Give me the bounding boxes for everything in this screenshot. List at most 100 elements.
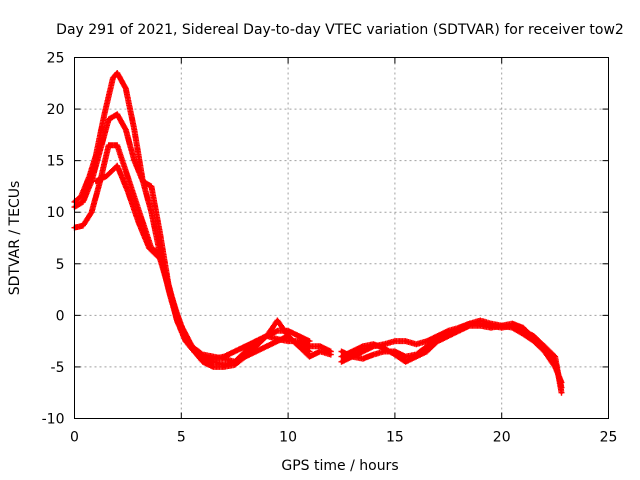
data-point [350, 350, 354, 353]
data-point [107, 117, 111, 121]
data-point [243, 350, 247, 353]
data-point [115, 112, 119, 116]
x-tick-label: 0 [70, 430, 79, 446]
y-tick-label: 20 [47, 102, 65, 118]
data-point [297, 334, 301, 338]
data-point [254, 339, 258, 343]
data-point [132, 128, 136, 132]
data-point [124, 87, 128, 90]
data-point [90, 210, 93, 214]
data-point [81, 224, 85, 228]
data-point [105, 174, 108, 178]
data-point [489, 326, 493, 330]
y-tick-label: 15 [47, 154, 65, 170]
data-point [308, 339, 311, 343]
y-tick-label: 25 [47, 51, 65, 67]
data-point [265, 334, 269, 338]
data-point [372, 353, 375, 356]
data-point [468, 322, 472, 326]
data-point [404, 355, 407, 359]
data-point [211, 355, 215, 359]
data-point [329, 353, 333, 356]
data-point [149, 185, 153, 188]
data-point [404, 360, 407, 364]
data-point [361, 357, 365, 361]
data-point [543, 350, 546, 353]
data-point [436, 339, 440, 343]
x-tick-label: 5 [177, 430, 186, 446]
data-point [308, 350, 311, 353]
x-tick-label: 25 [600, 430, 618, 446]
data-point [94, 179, 98, 183]
data-point [510, 322, 514, 326]
chart-title: Day 291 of 2021, Sidereal Day-to-day VTE… [56, 22, 624, 38]
data-point [158, 231, 162, 235]
series-track-g [338, 317, 565, 396]
y-tick-label: -5 [51, 360, 65, 376]
data-point [132, 195, 136, 199]
data-point [436, 334, 440, 338]
data-point [532, 336, 536, 340]
data-point [308, 355, 311, 359]
grid-lines [74, 57, 609, 419]
data-point [169, 293, 173, 297]
y-tick-labels: -10 -5 0 5 10 15 20 25 [42, 51, 65, 428]
data-point [543, 344, 546, 348]
data-point [254, 344, 258, 348]
data-point [147, 246, 151, 250]
data-point [425, 339, 429, 343]
data-point [243, 355, 247, 359]
data-point [553, 355, 557, 359]
data-points [71, 70, 565, 396]
data-point [308, 344, 311, 348]
data-point [318, 350, 322, 353]
x-axis-label: GPS time / hours [281, 458, 398, 474]
data-point [243, 344, 247, 348]
data-point [132, 159, 136, 163]
data-point [137, 221, 140, 224]
data-point [158, 252, 162, 255]
data-point [222, 365, 226, 369]
data-point [297, 344, 301, 348]
data-point [500, 324, 504, 328]
data-point [478, 319, 482, 322]
data-point [79, 195, 83, 199]
data-point [115, 143, 119, 147]
data-point [361, 350, 365, 353]
axis-ticks [74, 57, 609, 419]
data-point [158, 257, 162, 261]
data-point [414, 355, 418, 359]
data-point [276, 329, 279, 333]
data-point [265, 344, 269, 348]
y-tick-label: 0 [56, 308, 65, 324]
data-point [254, 350, 258, 353]
data-point [521, 332, 525, 336]
data-point [201, 353, 205, 356]
x-tick-label: 15 [386, 430, 404, 446]
data-point [201, 360, 205, 364]
data-point [446, 334, 450, 338]
data-point [414, 342, 418, 346]
data-point [115, 71, 119, 75]
series-track-a [71, 70, 334, 368]
data-point [393, 339, 397, 343]
data-point [350, 355, 354, 359]
data-point [340, 355, 343, 359]
data-point [361, 344, 365, 348]
series-track-d [92, 162, 313, 365]
data-point [81, 200, 85, 204]
data-point [276, 339, 279, 343]
data-point [297, 339, 301, 343]
data-point [560, 391, 563, 395]
data-point [190, 344, 194, 348]
data-point [382, 346, 386, 350]
data-point [124, 169, 128, 173]
data-point [286, 339, 290, 343]
data-point [318, 344, 322, 348]
y-tick-label: -10 [42, 412, 65, 428]
x-tick-label: 20 [493, 430, 511, 446]
data-point [404, 339, 407, 343]
data-point [90, 179, 93, 183]
series-markers [71, 70, 334, 368]
